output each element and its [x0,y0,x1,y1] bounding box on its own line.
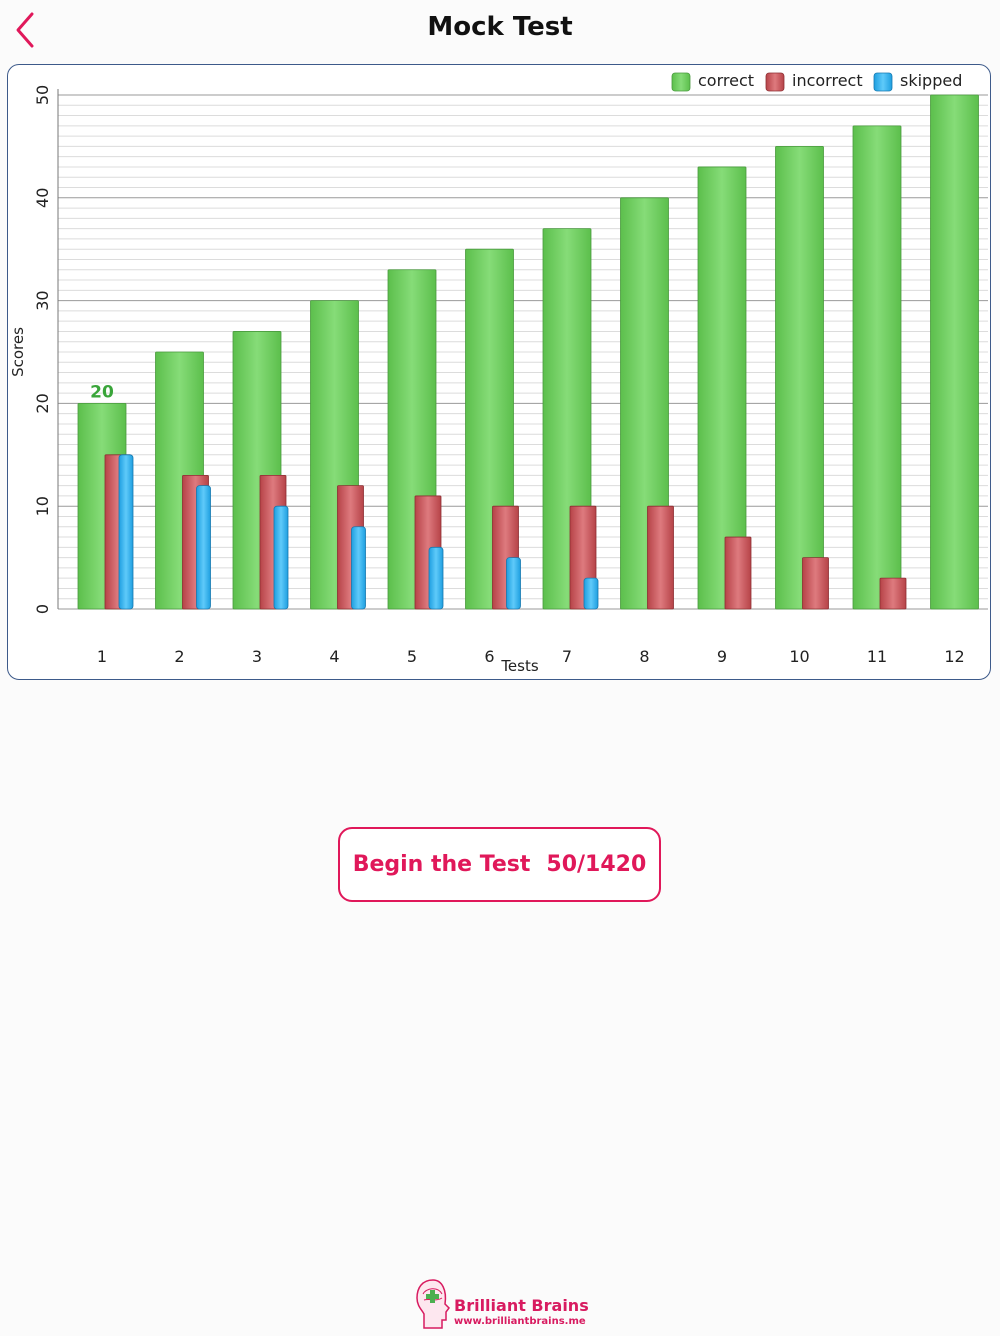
bar-correct [930,94,979,610]
back-button[interactable] [8,8,48,52]
y-tick-label: 50 [33,85,52,105]
bar-skipped [583,577,599,610]
y-tick-label: 0 [33,604,52,614]
legend-swatch-incorrect [765,72,785,92]
y-tick-label: 30 [33,290,52,310]
y-tick-label: 40 [33,188,52,208]
x-tick-label: 9 [717,647,727,666]
x-tick-label: 4 [329,647,339,666]
brand-url: www.brilliantbrains.me [454,1316,586,1327]
legend-swatch-skipped [873,72,893,92]
bar-incorrect [802,557,829,610]
legend-swatch-correct [671,72,691,92]
bar-incorrect [647,505,674,610]
brain-head-logo [416,1279,450,1329]
legend-label-incorrect: incorrect [792,71,863,90]
x-tick-label: 8 [639,647,649,666]
chevron-left-icon [16,12,34,48]
brand-name: Brilliant Brains [454,1296,589,1315]
x-tick-label: 7 [562,647,572,666]
data-value-label: 20 [90,382,114,402]
bar-incorrect [724,536,752,610]
x-tick-label: 1 [97,647,107,666]
scores-chart-panel: 0 10 20 30 40 50 Scores 1 2 3 4 5 6 7 8 9 10 11 12 20 Tests c… [7,64,991,680]
legend-label-correct: correct [698,71,754,90]
brand-logo: Brilliant Brains www.brilliantbrains.me [414,1276,594,1332]
begin-test-label: Begin the Test [352,852,531,877]
bar-correct [697,166,747,610]
bar-skipped [273,505,289,610]
question-progress: 50/1420 [546,852,647,877]
bar-skipped [196,485,211,610]
x-tick-label: 6 [484,647,494,666]
bar-skipped [506,557,521,610]
begin-test-button[interactable]: Begin the Test 50/1420 [338,827,661,902]
page-title: Mock Test [427,12,573,42]
x-tick-label: 2 [174,647,184,666]
navigation-bar: Mock Test [0,0,1000,60]
y-axis-label: Scores [9,327,27,377]
x-axis-label: Tests [500,657,539,675]
x-tick-label: 10 [789,647,809,666]
bar-skipped [428,546,444,610]
x-tick-label: 5 [407,647,417,666]
bar-skipped [118,454,134,610]
legend-label-skipped: skipped [900,71,962,90]
y-tick-label: 20 [33,393,52,413]
x-tick-label: 3 [252,647,262,666]
y-tick-label: 10 [33,496,52,516]
x-tick-label: 12 [944,647,964,666]
bar-incorrect [879,577,907,610]
bar-skipped [351,526,366,610]
x-tick-label: 11 [867,647,887,666]
bar-correct [852,125,902,610]
bar-correct [775,146,824,610]
